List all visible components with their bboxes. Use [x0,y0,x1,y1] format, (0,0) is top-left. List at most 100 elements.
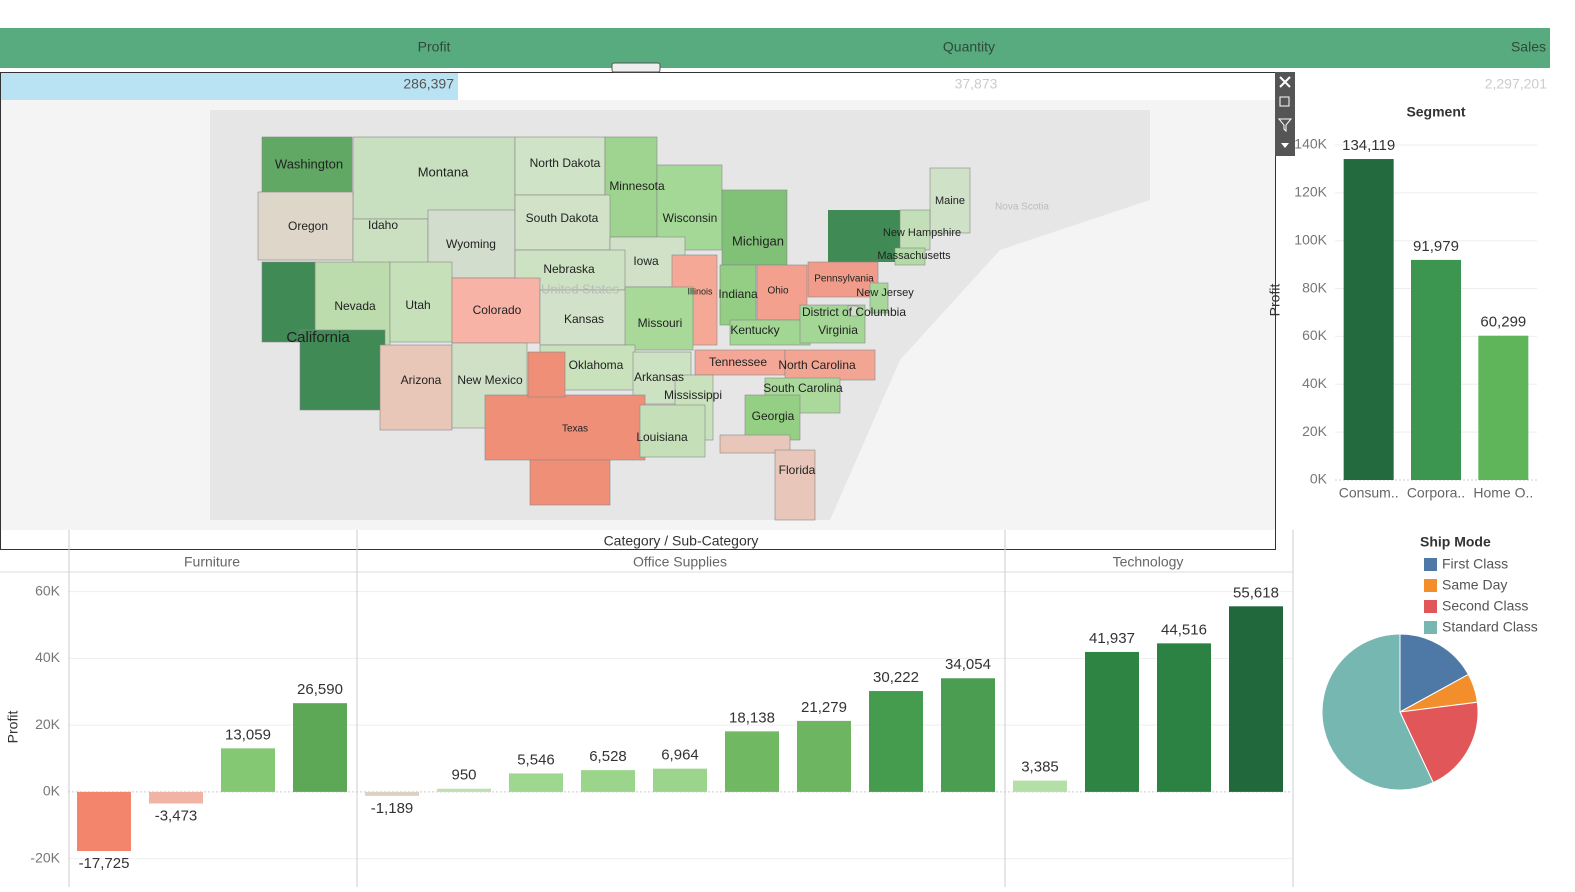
state-label: Pennsylvania [814,274,874,285]
legend-swatch [1424,579,1437,592]
y-tick-label: 20K [35,716,61,732]
x-tick-label: Consum.. [1339,485,1399,501]
state-label: North Dakota [530,156,601,170]
bar [437,788,491,792]
state [894,247,926,266]
value-label: 34,054 [945,656,991,673]
y-tick-label: 140K [1294,136,1327,152]
group-header: Furniture [184,554,240,570]
bar [1013,780,1067,792]
y-tick-label: 40K [35,649,61,665]
state [639,404,706,458]
popout-icon[interactable] [1279,96,1290,107]
bar [221,748,275,792]
y-tick-label: 60K [1302,327,1328,343]
value-label: 3,385 [1021,759,1059,776]
chart-title: Category / Sub-Category [604,533,759,549]
state-label: Wisconsin [663,211,718,225]
state [451,277,541,344]
state-label: Nevada [334,299,376,313]
kpi-value: 37,873 [955,76,998,92]
menu-icon[interactable] [1281,143,1289,148]
pie-slice [1321,633,1434,791]
value-label: 950 [451,767,476,784]
value-label: 21,279 [801,699,847,716]
bar [1343,159,1394,480]
map: Washington Montana North Dakota Minnesota Wi… [257,136,1049,521]
chart-title: Segment [1406,104,1465,120]
bar [941,678,995,792]
legend-swatch [1424,558,1437,571]
legend-swatch [1424,600,1437,613]
map-label: United States [541,281,620,296]
y-tick-label: 80K [1302,279,1328,295]
value-label: 6,528 [589,748,627,765]
kpi-label: Profit [418,39,451,55]
y-tick-label: 0K [1310,471,1328,487]
y-tick-label: 0K [43,783,61,799]
x-tick-label: Corpora.. [1407,485,1465,501]
state [807,261,879,298]
state-label: Nebraska [543,262,595,276]
state-label: Indiana [718,287,758,301]
toolbar [1275,72,1295,156]
state-label: Washington [275,156,343,171]
value-label: 30,222 [873,669,919,686]
y-tick-label: 40K [1302,375,1328,391]
kpi-header [0,28,1550,68]
state [719,434,791,454]
resize-handle[interactable] [611,62,661,73]
state [719,264,757,326]
close-icon[interactable] [1279,76,1291,88]
state-label: Georgia [752,409,795,423]
bar [293,703,347,792]
state-label: Maine [935,195,965,207]
value-label: 13,059 [225,726,271,743]
value-label: 18,138 [729,709,775,726]
value-label: 91,979 [1413,238,1459,255]
y-tick-label: -20K [30,849,60,865]
legend-swatch [1424,621,1437,634]
state [929,167,971,234]
bar [149,791,203,804]
legend-title: Ship Mode [1420,534,1491,550]
state [257,191,354,261]
bar [869,691,923,792]
y-tick-label: 100K [1294,231,1327,247]
state [352,136,516,220]
state [784,349,876,381]
legend-label: Second Class [1442,598,1528,614]
bar [581,770,635,792]
bar [1411,259,1461,480]
bar [1085,651,1139,792]
state [729,319,811,346]
state-label: Colorado [473,303,522,317]
state-label: Kansas [564,312,604,326]
state-label: Michigan [732,233,784,248]
state-label: Massachusetts [877,250,951,262]
value-label: -1,189 [371,800,414,817]
value-label: -17,725 [79,855,130,872]
kpi-value: 2,297,201 [1485,76,1547,92]
map-label: Nova Scotia [995,202,1049,213]
x-tick-label: Home O.. [1473,485,1533,501]
state [514,249,626,291]
bar [365,791,419,796]
state [656,164,723,251]
kpi-value: 286,397 [403,76,454,92]
state-label: Kentucky [730,323,779,337]
state-label: North Carolina [778,358,856,372]
pie-slice [1399,633,1470,713]
filter-icon[interactable] [1277,118,1293,133]
bar [797,720,851,792]
value-label: 41,937 [1089,630,1135,647]
state [624,286,694,351]
state-label: New Hampshire [883,227,961,239]
value-label: 60,299 [1480,314,1526,331]
kpi-profit-bar [0,72,458,100]
kpi-label: Quantity [943,39,995,55]
state-label: Oklahoma [569,358,624,372]
bar [509,773,563,792]
y-tick-label: 20K [1302,423,1328,439]
